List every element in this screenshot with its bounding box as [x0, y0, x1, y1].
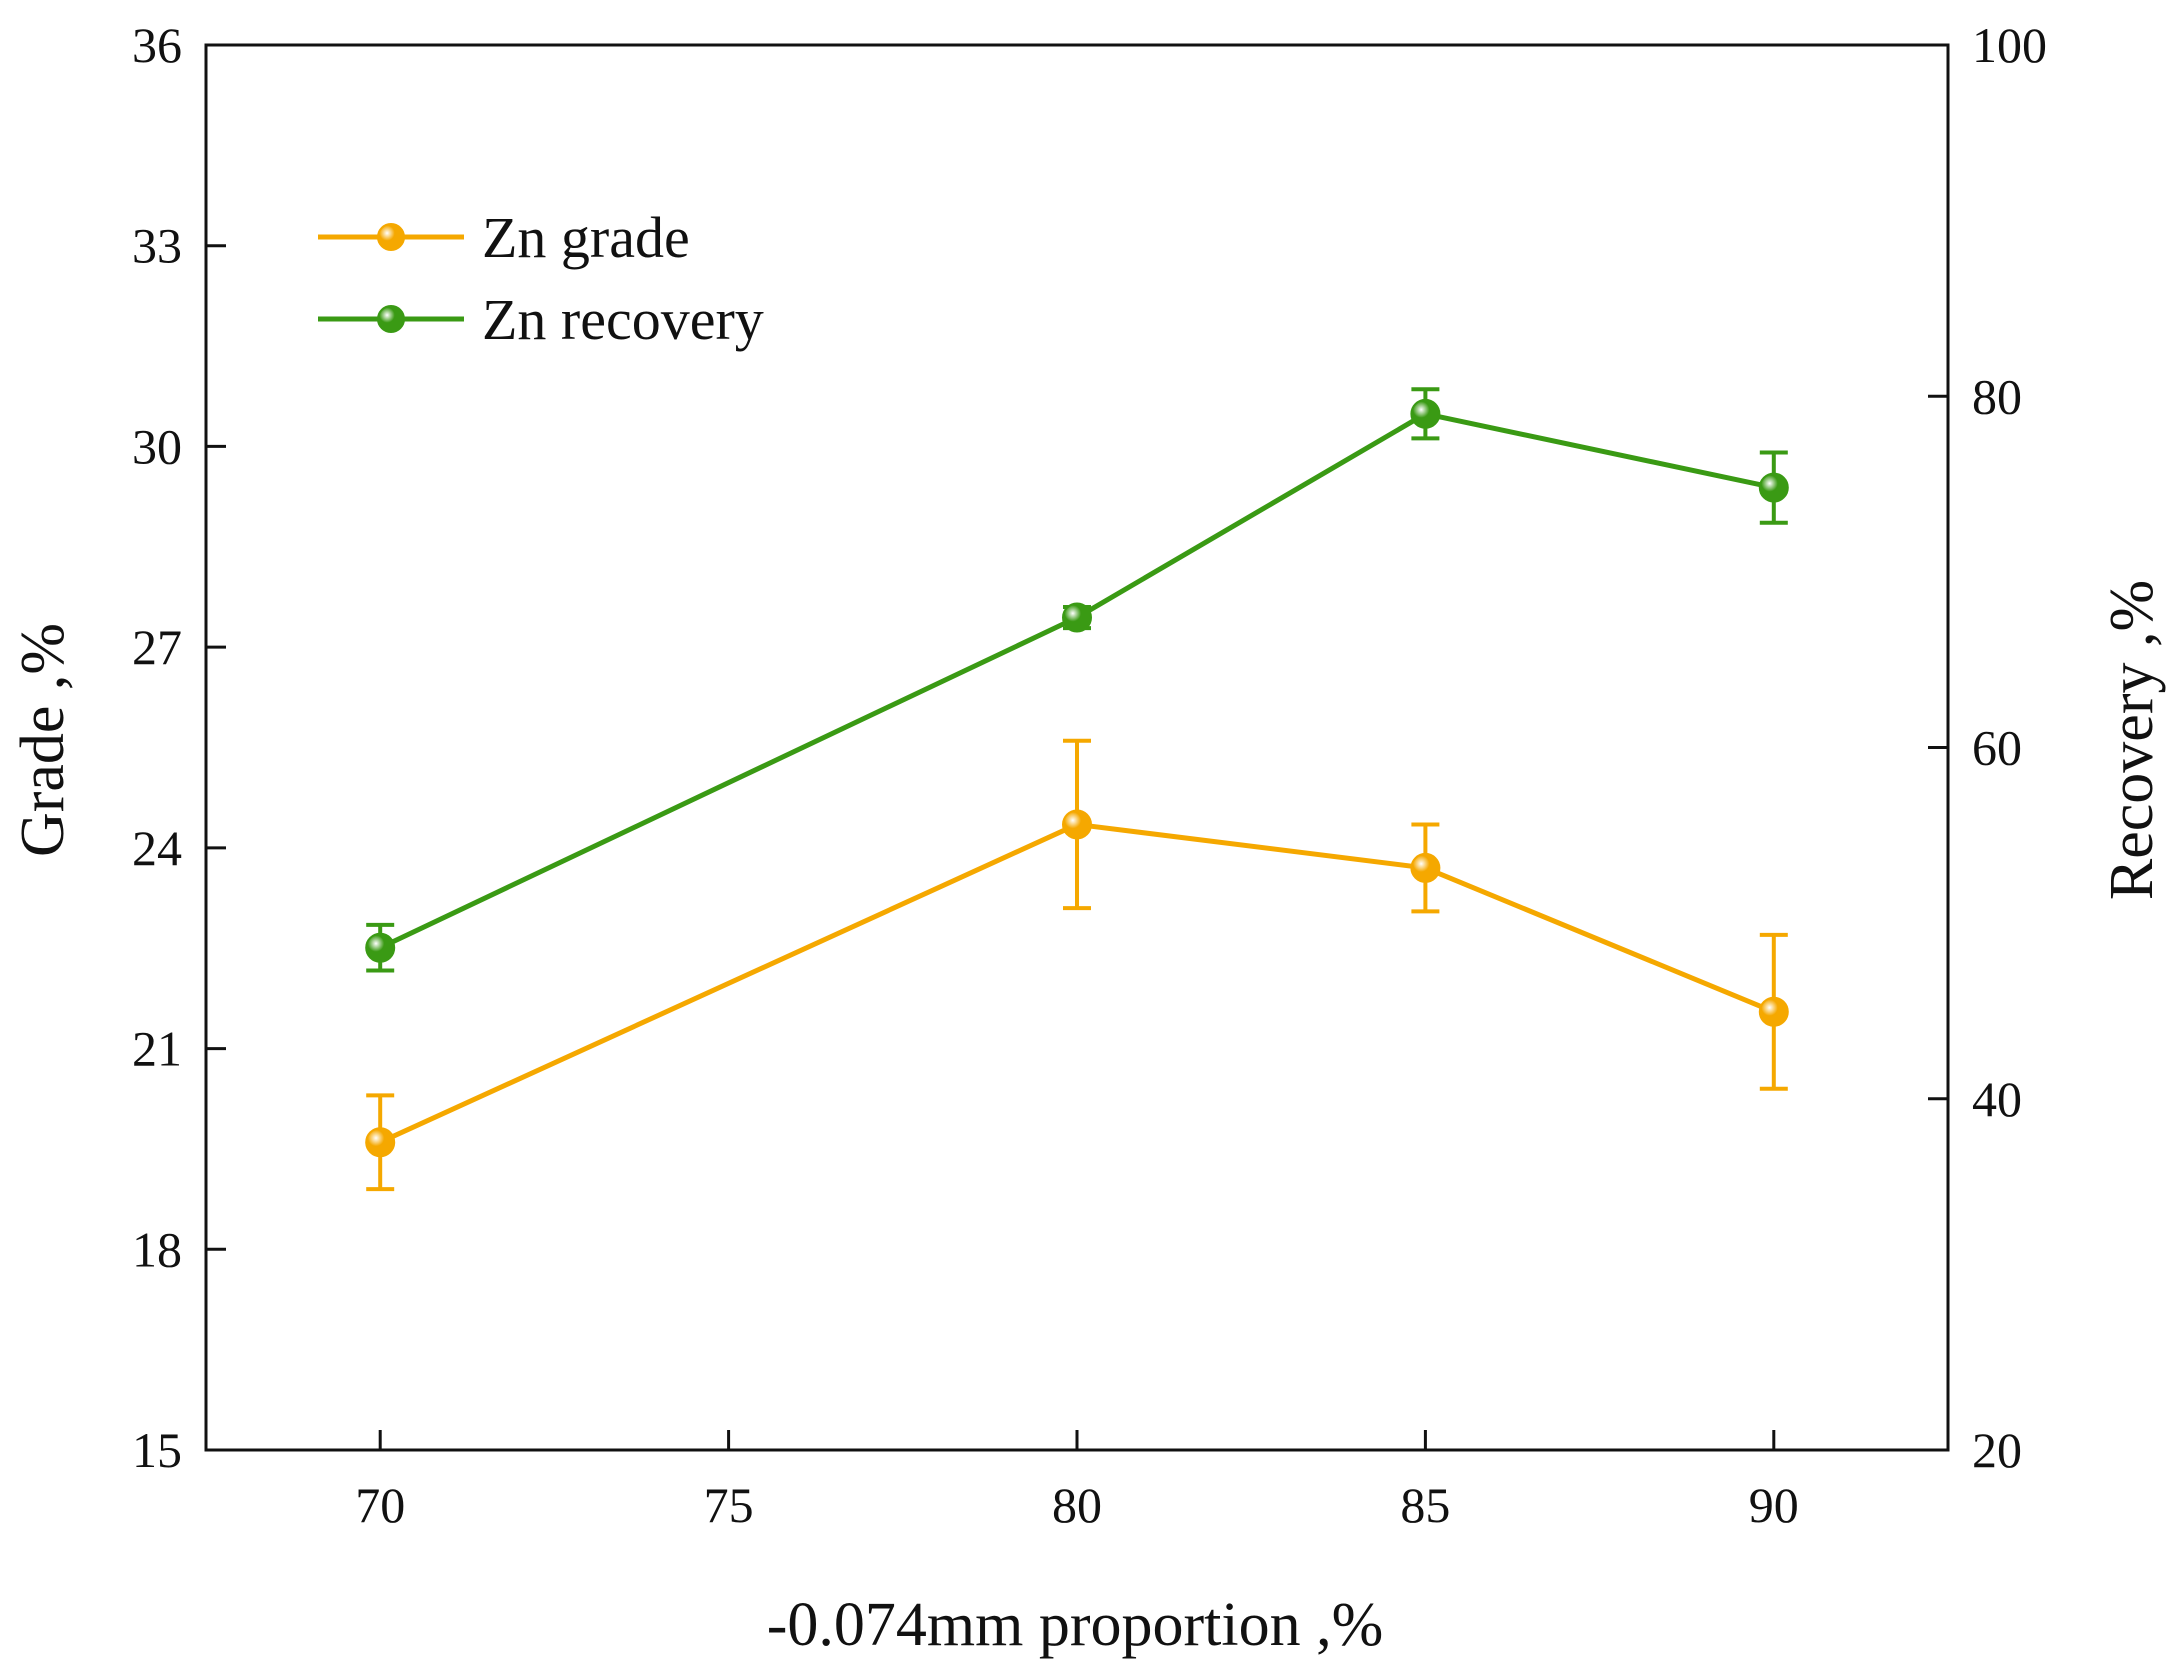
axes: 70 75 80 85 90 15 18 21 24 27 30 33 36 20 40 60 80 100: [132, 17, 2047, 1533]
plot-area: [365, 387, 1789, 1192]
legend-label: Zn grade: [482, 205, 690, 270]
data-point: [1410, 398, 1441, 429]
data-point: [365, 932, 396, 963]
y-tick-label: 15: [132, 1422, 182, 1478]
legend-swatch-marker: [377, 305, 405, 333]
y-tick-label: 18: [132, 1221, 182, 1277]
y-tick-label: 30: [132, 418, 182, 474]
y2-axis-label: Recovery ,%: [2098, 580, 2166, 900]
x-tick-label: 70: [355, 1477, 405, 1533]
y-axis-label: Grade ,%: [9, 623, 77, 857]
x-tick-label: 80: [1052, 1477, 1102, 1533]
x-axis-label: -0.074mm proportion ,%: [767, 1591, 1384, 1659]
x-tick-label: 90: [1749, 1477, 1799, 1533]
y2-tick-label: 40: [1972, 1071, 2022, 1127]
y2-tick-label: 100: [1972, 17, 2047, 73]
data-point: [1758, 472, 1789, 503]
x-tick-label: 85: [1400, 1477, 1450, 1533]
data-point: [1062, 602, 1092, 633]
series-line-0: [379, 821, 1775, 1145]
y2-tick-label: 20: [1972, 1422, 2022, 1478]
x-tick-label: 75: [704, 1477, 754, 1533]
y-tick-label: 21: [132, 1021, 182, 1077]
series-line-1: [379, 411, 1775, 950]
legend-item: Zn grade: [318, 205, 690, 270]
legend: Zn grade Zn recovery: [318, 205, 764, 352]
y-tick-label: 27: [132, 619, 182, 675]
y2-tick-label: 60: [1972, 720, 2022, 776]
legend-swatch-marker: [377, 223, 405, 251]
data-point: [1062, 809, 1092, 840]
data-point: [365, 1127, 396, 1158]
y2-tick-label: 80: [1972, 368, 2022, 424]
y-tick-label: 24: [132, 820, 182, 876]
legend-item: Zn recovery: [318, 287, 764, 352]
y-tick-label: 33: [132, 218, 182, 274]
legend-label: Zn recovery: [482, 287, 764, 352]
y-tick-label: 36: [132, 17, 182, 73]
data-point: [1410, 852, 1441, 883]
data-point: [1758, 996, 1789, 1027]
